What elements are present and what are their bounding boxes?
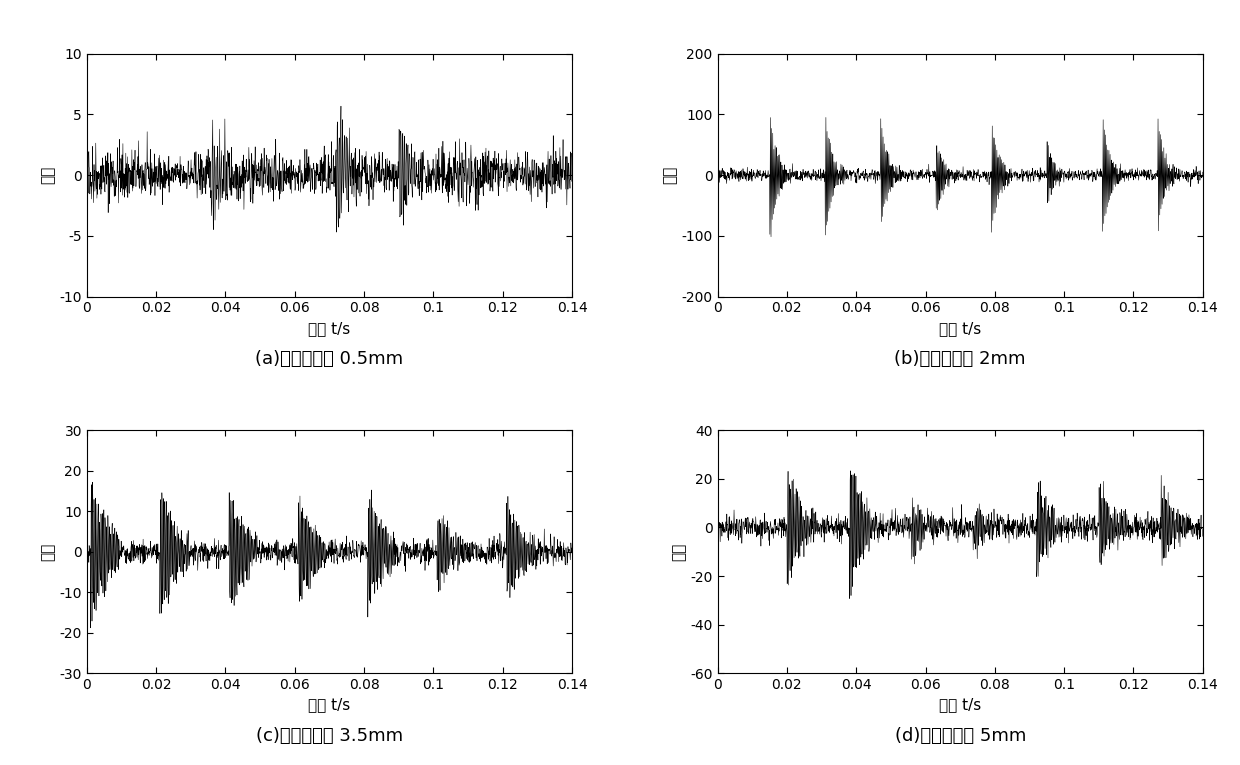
Text: (d)故障直径为 5mm: (d)故障直径为 5mm [894,727,1025,744]
X-axis label: 时间 t/s: 时间 t/s [309,698,351,713]
X-axis label: 时间 t/s: 时间 t/s [939,698,981,713]
Text: (a)故障直径为 0.5mm: (a)故障直径为 0.5mm [255,350,403,368]
Y-axis label: 幅值: 幅值 [662,166,677,184]
Y-axis label: 幅值: 幅值 [40,542,56,561]
Text: (c)故障直径为 3.5mm: (c)故障直径为 3.5mm [255,727,403,744]
Text: (b)故障直径为 2mm: (b)故障直径为 2mm [894,350,1025,368]
X-axis label: 时间 t/s: 时间 t/s [309,321,351,336]
Y-axis label: 幅值: 幅值 [40,166,56,184]
Y-axis label: 幅值: 幅值 [671,542,686,561]
X-axis label: 时间 t/s: 时间 t/s [939,321,981,336]
